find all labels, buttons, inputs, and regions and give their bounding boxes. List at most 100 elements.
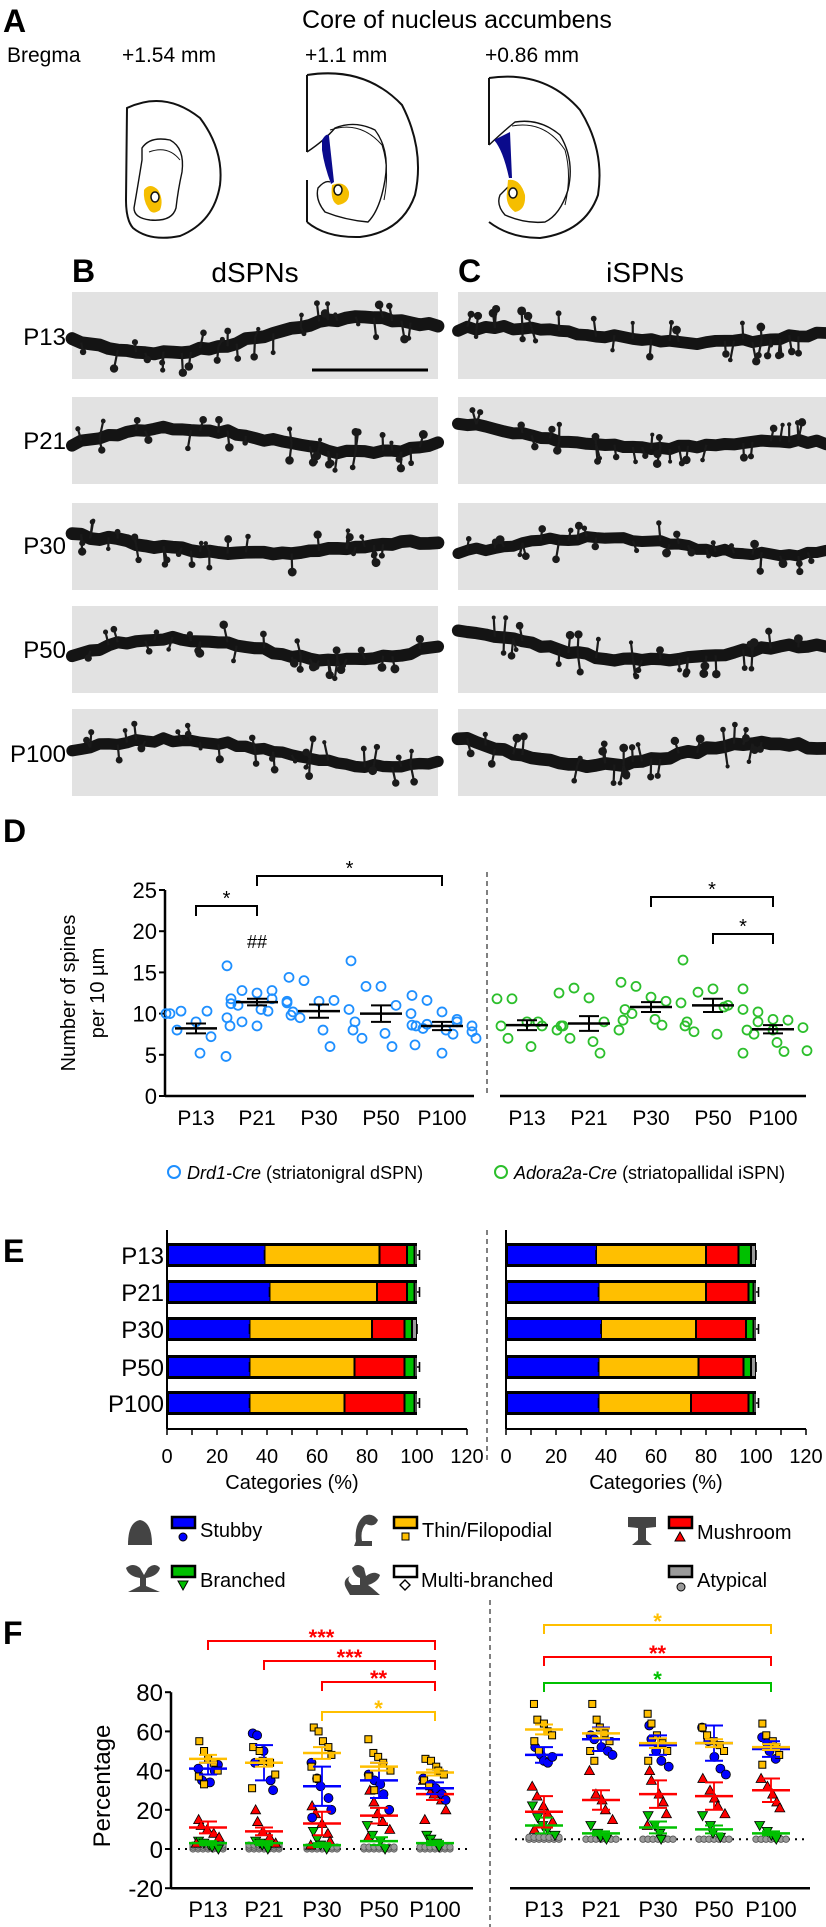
spine-head [548,425,556,433]
dendritic-spine [333,660,339,679]
f-point-stubby [663,1761,674,1772]
spine-head [166,647,171,652]
panel-d: D Number of spines per 10 µm Drd1-Cre (s… [3,813,813,1183]
row-label-p30: P30 [23,533,66,560]
e-bar-segment-branched [749,1394,753,1412]
spine-head [392,779,400,787]
f-point-atypical [669,1835,677,1843]
spine-head [234,355,242,362]
d-data-point [737,1047,749,1059]
spine-head [700,661,710,671]
spine-head [371,558,377,564]
e-bar-segment-thin-filopodial [250,1394,344,1412]
d-data-point [737,983,749,995]
d-data-point [568,982,580,994]
e-bar-segment-mushroom [345,1394,404,1412]
dendritic-spine [747,743,754,762]
spine-head [373,743,381,751]
e-bar-segment-atypical [752,1358,755,1376]
f-point-mushroom [590,1788,602,1799]
spine-head [250,353,258,361]
marker-mushroom [674,1530,686,1542]
e-bar-segment-thin-filopodial [599,1358,698,1376]
spine-head [252,760,260,767]
f-significance-star: * [374,1696,383,1721]
f-point-stubby [607,1750,618,1760]
f-point-atypical [612,1835,620,1843]
spine-head [635,667,642,674]
spine-head [184,362,194,371]
d-data-point [553,987,565,999]
spine-head [517,421,525,430]
spine-head [79,348,87,356]
e-bar-segment-branched [739,1246,750,1264]
f-point-atypical [390,1843,398,1851]
f-y-tick-label: -20 [128,1876,163,1903]
d-data-point [436,1047,448,1059]
d-data-point [328,995,340,1006]
spine-head [477,409,484,416]
e-bar-segment-stubby [169,1358,250,1376]
spine-head [84,654,92,662]
d-data-point [160,1008,172,1019]
d-data-point [221,960,233,972]
spine-head [795,349,802,357]
f-significance-bracket [321,1711,436,1721]
d-data-point [771,1037,783,1048]
f-point-thin [530,1737,539,1746]
dspn-micrograph-p13 [65,292,445,379]
f-significance-star: *** [337,1645,363,1670]
spine-head [503,615,509,621]
spine-head [633,459,638,465]
spine-head [131,720,138,727]
d-data-point [615,976,627,988]
f-x-tick-label: P100 [409,1897,460,1922]
dendritic-spine [732,724,736,744]
spine-head [199,416,207,424]
spine-head [642,452,649,459]
dendritic-spine [315,303,321,322]
spine-head [633,673,640,680]
spine-head [576,668,584,676]
d-data-point [801,1045,813,1057]
spine-head [110,625,118,633]
d-significance-star: * [739,916,747,938]
e-bar-segment-branched [408,1283,414,1301]
f-point-thin [386,1766,395,1775]
spine-head [500,650,507,656]
panel-f: F Percentage -20 0 20 40 60 80 P13 P21 P30 P50 P10… [3,1600,810,1927]
e-bar-segment-stubby [169,1283,270,1301]
d-data-point [564,1032,576,1044]
spine-head [727,357,733,363]
legend-text-ispn: Adora2a-Cre (striatopallidal iSPN) [513,1163,785,1183]
d-data-point [375,981,387,992]
spine-head [652,459,662,469]
d-x-tick-label: P13 [508,1107,545,1130]
spine-head [756,567,764,575]
spine-head [373,334,380,341]
spine-head [360,745,367,752]
e-bar-segment-thin-filopodial [599,1394,690,1412]
spine-head [748,665,755,672]
marker-thin [401,1532,410,1541]
f-point-thin [775,1750,784,1759]
spine-head [219,336,225,342]
d-data-point [645,991,657,1003]
e-bar-segment-thin-filopodial [250,1358,354,1376]
f-point-thin [364,1772,373,1781]
spine-head [747,453,755,460]
dendritic-spine [362,748,366,768]
ispn-micrograph-p13 [452,292,826,379]
legend-branched: Branched [200,1570,286,1592]
spine-head [787,422,792,427]
spine-head [600,740,608,748]
legend-ispn-italic: Adora2a-Cre [513,1163,617,1183]
legend-dspn-rest: (striatonigral dSPN) [261,1163,423,1183]
e-bar-segment-mushroom [380,1246,406,1264]
d-data-point [251,1020,263,1032]
panel-letter-c: C [458,253,481,289]
spine-head [712,669,721,679]
spine-head [285,456,294,465]
d-data-point [630,981,642,992]
spine-head [268,755,276,762]
